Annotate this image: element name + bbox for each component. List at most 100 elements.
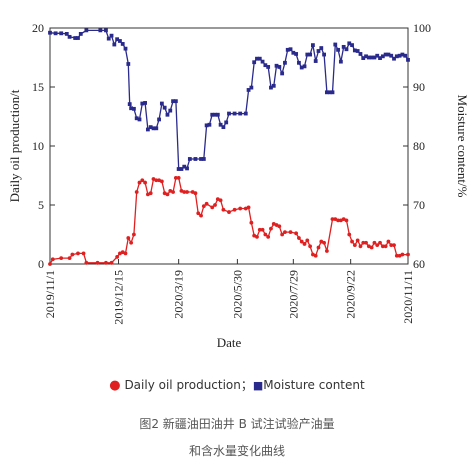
oil-data-point	[358, 244, 363, 249]
moisture-data-point	[168, 108, 173, 113]
oil-data-point	[104, 260, 108, 265]
oil-data-point	[137, 180, 142, 185]
moisture-data-point	[182, 164, 187, 169]
oil-data-point	[324, 249, 329, 253]
oil-data-point	[260, 227, 265, 232]
oil-data-point	[246, 205, 251, 210]
moisture-data-point	[171, 99, 175, 104]
oil-data-point	[67, 256, 72, 260]
moisture-data-point	[120, 42, 125, 46]
legend: ● Daily oil production；■Moisture content	[0, 376, 474, 393]
figure-caption-line-2: 和含水量变化曲线	[188, 444, 285, 458]
moisture-data-point	[297, 60, 301, 65]
oil-data-point	[176, 175, 181, 180]
moisture-data-point	[252, 60, 257, 65]
oil-data-point	[400, 252, 405, 257]
moisture-data-point	[358, 52, 363, 56]
oil-data-point	[148, 191, 153, 196]
moisture-data-point	[173, 99, 178, 104]
y-right-tick-label: 90	[413, 80, 425, 94]
oil-data-point	[336, 218, 340, 223]
moisture-data-point	[148, 125, 153, 130]
oil-data-point	[361, 240, 366, 245]
oil-data-point	[322, 240, 326, 245]
moisture-data-point	[143, 101, 147, 105]
moisture-data-point	[355, 49, 360, 53]
moisture-data-point	[127, 102, 132, 107]
moisture-data-point	[154, 126, 159, 131]
y-left-tick-label: 15	[32, 80, 44, 94]
moisture-data-point	[218, 122, 223, 127]
moisture-data-point	[283, 60, 287, 65]
oil-data-point	[383, 244, 388, 249]
series-line	[49, 177, 408, 265]
moisture-data-point	[400, 52, 405, 57]
oil-data-point	[196, 211, 201, 216]
moisture-data-point	[64, 32, 69, 36]
moisture-data-point	[137, 117, 142, 122]
moisture-data-point	[118, 39, 122, 43]
moisture-data-point	[260, 59, 265, 64]
moisture-data-point	[204, 123, 209, 128]
moisture-data-point	[78, 32, 83, 36]
y-axis-left-title: Daily oil production/t	[7, 89, 22, 202]
moisture-data-point	[157, 117, 161, 122]
y-right-tick-label: 60	[413, 257, 425, 271]
moisture-data-point	[302, 64, 307, 69]
moisture-data-point	[327, 90, 332, 95]
moisture-data-point	[48, 30, 52, 35]
oil-data-point	[59, 256, 64, 260]
oil-data-point	[213, 203, 217, 207]
moisture-data-point	[59, 31, 64, 36]
moisture-data-point	[215, 112, 220, 117]
oil-data-point	[140, 178, 145, 183]
moisture-data-point	[305, 52, 310, 57]
figure-caption-line-1: 图2 新疆油田油井 B 试注试验产油量	[139, 417, 335, 431]
oil-data-point	[81, 251, 86, 256]
moisture-data-point	[98, 28, 103, 33]
oil-data-point	[378, 240, 382, 245]
x-tick-label: 2020/11/11	[401, 270, 415, 324]
moisture-data-point	[165, 112, 170, 117]
moisture-data-point	[106, 36, 111, 41]
moisture-data-point	[352, 48, 357, 53]
oil-data-point	[369, 245, 374, 250]
oil-data-point	[308, 244, 313, 249]
moisture-data-point	[338, 59, 343, 64]
oil-data-point	[129, 240, 134, 245]
x-axis-ticks: 2019/11/1 2019/12/15 2020/3/19 2020/5/30 202…	[43, 259, 415, 325]
y-right-tick-label: 70	[413, 198, 425, 212]
oil-data-point	[50, 257, 55, 262]
moisture-data-point	[366, 55, 371, 60]
moisture-data-point	[397, 53, 402, 58]
moisture-data-point	[299, 65, 304, 70]
x-tick-label: 2020/3/19	[172, 270, 186, 319]
moisture-data-point	[280, 71, 285, 76]
oil-data-point	[218, 198, 223, 203]
oil-data-point	[344, 218, 349, 223]
oil-data-point	[70, 252, 75, 257]
moisture-data-point	[199, 157, 203, 161]
oil-data-point	[154, 178, 159, 183]
moisture-data-point	[294, 52, 299, 56]
moisture-data-point	[291, 50, 296, 55]
moisture-data-point	[104, 28, 108, 33]
oil-data-point	[380, 244, 385, 249]
oil-data-point	[227, 210, 231, 214]
moisture-data-point	[151, 126, 156, 131]
y-left-tick-label: 5	[38, 198, 44, 212]
moisture-data-point	[140, 101, 145, 106]
oil-data-point	[299, 239, 304, 244]
moisture-data-point	[123, 46, 128, 51]
oil-data-point	[210, 205, 215, 210]
oil-data-point	[352, 243, 357, 248]
moisture-data-point	[364, 54, 368, 59]
oil-data-point	[165, 192, 170, 197]
moisture-data-point	[257, 56, 262, 61]
oil-data-point	[350, 239, 354, 244]
oil-data-point	[257, 227, 262, 232]
series-daily-oil-production	[48, 175, 410, 266]
moisture-data-point	[238, 111, 243, 116]
oil-data-point	[364, 240, 368, 245]
moisture-data-point	[369, 55, 374, 60]
